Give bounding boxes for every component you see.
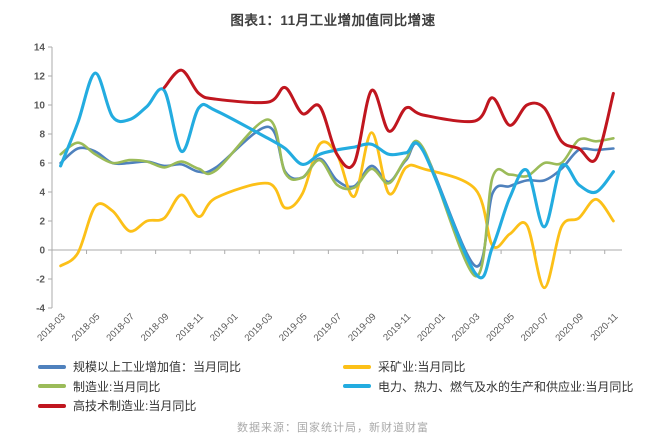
x-axis-tick-label: 2020-07 [519,311,551,343]
x-axis-tick-label: 2019-11 [381,311,413,343]
legend-column-left: 规模以上工业增加值：当月同比 制造业:当月同比 高技术制造业:当月同比 [38,357,241,416]
y-axis-tick-label: 6 [39,159,45,170]
y-axis-tick-label: 2 [39,217,45,228]
x-axis-tick-label: 2020-03 [450,311,482,343]
legend-item-hightech: 高技术制造业:当月同比 [38,396,241,416]
legend-item-manufacturing: 制造业:当月同比 [38,377,241,397]
legend-column-right: 采矿业:当月同比 电力、热力、燃气及水的生产和供应业:当月同比 [343,357,633,396]
y-axis-tick-label: 8 [39,130,45,141]
series-line-overall [59,125,615,268]
y-axis-tick-label: 14 [34,43,46,54]
x-axis-tick-label: 2019-01 [208,311,240,343]
series-line-electricity [59,71,615,280]
legend-item-mining: 采矿业:当月同比 [343,357,633,377]
data-source-note: 数据来源：国家统计局，新财道财富 [237,422,429,434]
y-axis-tick-label: -2 [36,275,45,286]
x-axis-tick-label: 2019-07 [312,311,344,343]
y-axis-tick-label: -4 [36,304,45,315]
x-axis-tick-label: 2020-09 [554,311,586,343]
legend-label-manufacturing: 制造业:当月同比 [73,379,161,394]
x-axis-tick-label: 2019-09 [346,311,378,343]
legend-swatch-manufacturing-icon [38,384,66,389]
x-axis-tick-label: 2018-09 [139,311,171,343]
x-axis-tick-label: 2020-05 [484,311,516,343]
series-line-hightech [162,68,615,169]
x-axis-tick-label: 2019-05 [277,311,309,343]
legend-label-hightech: 高技术制造业:当月同比 [73,399,197,414]
legend-swatch-overall-icon [38,364,66,369]
legend-swatch-electricity-icon [343,384,371,389]
legend-swatch-hightech-icon [38,403,66,408]
y-axis-tick-label: 10 [34,101,46,112]
x-axis-tick-label: 2018-11 [174,311,206,343]
x-axis-tick-label: 2020-01 [415,311,447,343]
y-axis-tick-label: 12 [34,72,46,83]
legend-label-electricity: 电力、热力、燃气及水的生产和供应业:当月同比 [378,379,634,394]
y-axis-tick-label: 0 [39,246,45,257]
legend-item-overall: 规模以上工业增加值：当月同比 [38,357,241,377]
x-axis-tick-label: 2019-03 [243,311,275,343]
x-axis-tick-label: 2020-11 [589,311,621,343]
x-axis-tick-label: 2018-07 [104,311,136,343]
legend-item-electricity: 电力、热力、燃气及水的生产和供应业:当月同比 [343,377,633,397]
legend-label-overall: 规模以上工业增加值：当月同比 [73,360,242,375]
legend-swatch-mining-icon [343,364,371,369]
chart-title: 图表1：11月工业增加值同比增速 [230,13,436,28]
x-axis-tick-label: 2018-03 [35,311,67,343]
x-axis-tick-label: 2018-05 [70,311,102,343]
y-axis-tick-label: 4 [39,188,45,199]
series-line-manufacturing [59,118,615,278]
legend-label-mining: 采矿业:当月同比 [378,360,466,375]
